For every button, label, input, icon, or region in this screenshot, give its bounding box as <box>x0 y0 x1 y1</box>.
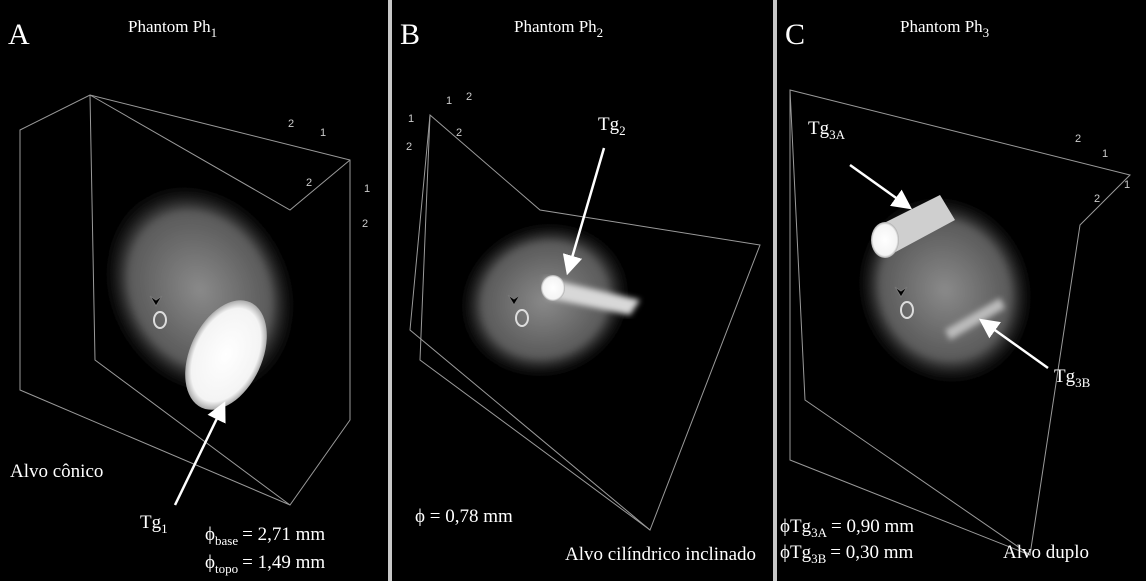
axis-label: 1 <box>446 95 452 107</box>
diameter-label: ϕ = 0,78 mm <box>415 506 513 527</box>
axis-label: 2 <box>406 141 412 153</box>
axis-label: 2 <box>306 177 312 189</box>
axis-label: 1 <box>1102 148 1108 160</box>
figure: A Phantom Ph1 2 1 2 1 2 Alvo cônico Tg1 … <box>0 0 1146 581</box>
axis-label: 1 <box>320 127 326 139</box>
axis-label: 2 <box>362 218 368 230</box>
axis-label: 2 <box>1094 193 1100 205</box>
target-echo <box>871 222 899 258</box>
diameter-label: ϕTg3A= 0,90 mm <box>780 516 914 540</box>
separator <box>773 0 777 581</box>
axis-label: 1 <box>1124 179 1130 191</box>
separator <box>388 0 392 581</box>
axis-label: 2 <box>288 118 294 130</box>
target-echo <box>541 275 565 301</box>
shape-label: Alvo duplo <box>1003 542 1089 563</box>
panel-letter: A <box>8 18 30 51</box>
axis-label: 2 <box>456 127 462 139</box>
axis-label: 1 <box>364 183 370 195</box>
shape-label: Alvo cilíndrico inclinado <box>565 544 756 565</box>
axis-label: 1 <box>408 113 414 125</box>
panel-a: A Phantom Ph1 2 1 2 1 2 Alvo cônico Tg1 … <box>0 0 388 581</box>
panel-letter: C <box>785 18 805 51</box>
axis-label: 2 <box>1075 133 1081 145</box>
panel-letter: B <box>400 18 420 51</box>
panel-c: C Phantom Ph3 2 1 2 1 Tg3A Tg3B ϕTg3A= 0… <box>777 0 1146 581</box>
axis-label: 2 <box>466 91 472 103</box>
shape-label: Alvo cônico <box>10 461 103 482</box>
panel-b: B Phantom Ph2 1 2 1 2 2 Tg2 ϕ = 0,78 mm … <box>392 0 773 581</box>
diameter-label: ϕTg3B= 0,30 mm <box>780 542 914 566</box>
